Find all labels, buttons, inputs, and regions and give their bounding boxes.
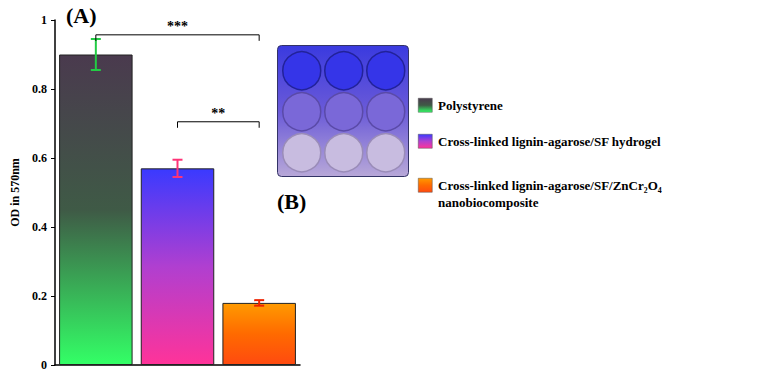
svg-text:Cross-linked lignin-agarose/SF: Cross-linked lignin-agarose/SF hydrogel: [438, 134, 661, 149]
svg-text:Cross-linked lignin-agarose/SF: Cross-linked lignin-agarose/SF/ZnCr₂O₄: [438, 178, 665, 193]
svg-text:0: 0: [41, 358, 47, 372]
svg-text:0.4: 0.4: [32, 220, 47, 234]
svg-text:0.8: 0.8: [32, 82, 47, 96]
svg-text:***: ***: [167, 19, 188, 34]
svg-text:**: **: [211, 106, 225, 121]
svg-text:1: 1: [41, 13, 47, 27]
svg-text:nanobiocomposite: nanobiocomposite: [438, 195, 539, 210]
svg-text:Polystyrene: Polystyrene: [438, 98, 503, 113]
svg-text:OD in 570nm: OD in 570nm: [8, 158, 22, 227]
svg-text:(B): (B): [277, 189, 306, 214]
svg-text:(A): (A): [66, 3, 97, 28]
svg-text:0.6: 0.6: [32, 151, 47, 165]
svg-text:0.2: 0.2: [32, 289, 47, 303]
